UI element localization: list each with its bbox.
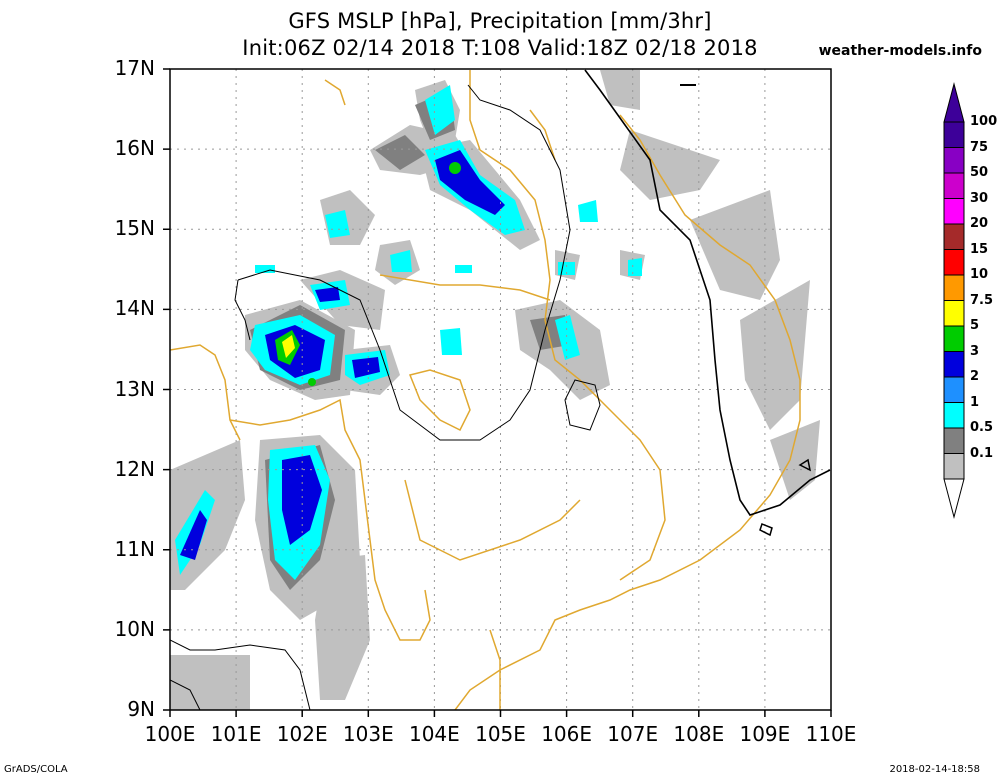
precip-area bbox=[315, 287, 340, 302]
precip-area bbox=[325, 210, 350, 238]
x-tick-label: 104E bbox=[408, 722, 460, 746]
website-label: weather-models.info bbox=[818, 43, 982, 59]
colorbar-label: 20 bbox=[970, 216, 989, 231]
x-tick-label: 103E bbox=[342, 722, 394, 746]
colorbar-label: 50 bbox=[970, 165, 989, 180]
coastline-borders bbox=[170, 70, 801, 710]
colorbar-swatch bbox=[943, 121, 965, 148]
precip-area bbox=[315, 555, 370, 700]
gridlines bbox=[170, 69, 831, 710]
precip-area bbox=[455, 265, 472, 273]
colorbar-label: 30 bbox=[970, 190, 989, 206]
footer-credit: GrADS/COLA bbox=[4, 764, 68, 775]
x-tick-label: 110E bbox=[805, 722, 857, 746]
colorbar-swatch bbox=[943, 249, 965, 276]
colorbar-label: 0.1 bbox=[970, 445, 994, 461]
colorbar-label: 2 bbox=[970, 369, 980, 384]
y-tick-label: 17N bbox=[114, 56, 155, 80]
precip-area bbox=[690, 190, 780, 300]
precip-area bbox=[440, 328, 462, 355]
precip-area bbox=[555, 315, 580, 360]
x-tick-label: 109E bbox=[739, 722, 791, 746]
y-tick-label: 11N bbox=[114, 536, 155, 561]
colorbar-swatch bbox=[943, 223, 965, 250]
precip-area bbox=[282, 455, 322, 545]
chart-title: GFS MSLP [hPa], Precipitation [mm/3hr] bbox=[288, 9, 712, 33]
footer-timestamp: 2018-02-14-18:58 bbox=[889, 764, 980, 775]
y-tick-label: 10N bbox=[114, 616, 155, 641]
colorbar-label: 15 bbox=[970, 241, 989, 257]
precipitation-field bbox=[170, 70, 820, 710]
colorbar-label: 3 bbox=[970, 343, 980, 359]
precip-area bbox=[282, 335, 295, 358]
colorbar-top-arrow bbox=[943, 82, 965, 123]
precip-area bbox=[740, 280, 810, 430]
precip-area bbox=[770, 420, 820, 500]
y-tick-label: 13N bbox=[114, 376, 155, 401]
precip-area bbox=[308, 378, 316, 386]
precip-area bbox=[425, 85, 455, 135]
chart-subtitle: Init:06Z 02/14 2018 T:108 Valid:18Z 02/1… bbox=[242, 36, 758, 60]
colorbar-swatch bbox=[943, 172, 965, 199]
precip-area bbox=[449, 162, 461, 174]
axis-ticks bbox=[163, 68, 832, 717]
isobars bbox=[170, 69, 831, 710]
colorbar-swatch bbox=[943, 198, 965, 225]
colorbar-swatch bbox=[943, 427, 965, 454]
x-tick-label: 107E bbox=[607, 722, 659, 746]
colorbar-swatch bbox=[943, 325, 965, 352]
y-tick-label: 14N bbox=[114, 296, 155, 321]
precip-area bbox=[180, 510, 207, 560]
colorbar-bottom-arrow bbox=[943, 478, 965, 519]
colorbar-label: 10 bbox=[970, 267, 989, 282]
precip-area bbox=[628, 258, 642, 276]
x-tick-label: 100E bbox=[144, 722, 196, 746]
y-tick-label: 9N bbox=[127, 697, 155, 721]
colorbar-swatch bbox=[943, 351, 965, 378]
precip-area bbox=[620, 130, 720, 200]
colorbar-swatch bbox=[943, 453, 965, 480]
precip-area bbox=[578, 200, 598, 222]
precip-area bbox=[255, 265, 275, 273]
colorbar bbox=[943, 82, 965, 519]
colorbar-label: 5 bbox=[970, 318, 980, 333]
colorbar-label: 75 bbox=[970, 139, 989, 155]
y-tick-label: 15N bbox=[114, 216, 155, 241]
colorbar-label: 0.5 bbox=[970, 420, 994, 435]
colorbar-swatch bbox=[943, 376, 965, 403]
precip-area bbox=[352, 357, 380, 378]
colorbar-swatch bbox=[943, 300, 965, 327]
x-tick-label: 106E bbox=[541, 722, 592, 746]
precip-area bbox=[600, 70, 640, 110]
y-tick-label: 12N bbox=[114, 456, 155, 481]
colorbar-label: 7.5 bbox=[970, 292, 994, 308]
colorbar-label: 1 bbox=[970, 394, 980, 410]
colorbar-swatch bbox=[943, 147, 965, 174]
precip-area bbox=[390, 250, 412, 272]
x-tick-label: 108E bbox=[673, 722, 725, 746]
colorbar-label: 100 bbox=[970, 114, 998, 129]
x-tick-label: 102E bbox=[276, 722, 328, 746]
x-tick-label: 105E bbox=[475, 722, 526, 746]
y-tick-label: 16N bbox=[114, 136, 155, 161]
colorbar-swatch bbox=[943, 274, 965, 301]
precip-area bbox=[170, 655, 250, 710]
x-tick-label: 101E bbox=[210, 722, 262, 746]
precip-area bbox=[375, 135, 425, 170]
precip-area bbox=[558, 262, 575, 275]
colorbar-swatch bbox=[943, 402, 965, 429]
